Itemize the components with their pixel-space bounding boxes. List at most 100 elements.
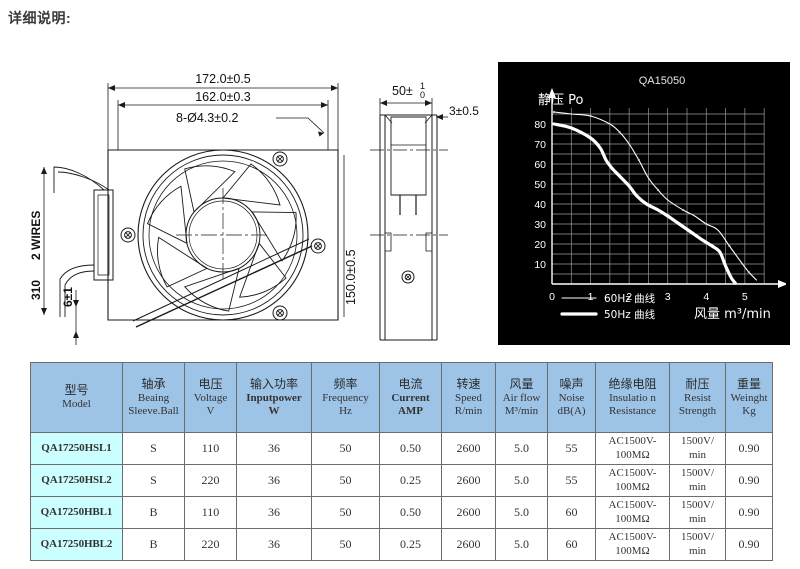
table-header-cell-5: 电流 Current AMP (379, 362, 442, 433)
y-tick-label: 30 (534, 219, 546, 231)
dim-wire-length: 310 (29, 280, 43, 300)
dim-width-inner: 162.0±0.3 (195, 90, 251, 104)
cell-power: 36 (236, 528, 312, 561)
chart-gridlines (552, 108, 765, 284)
dim-depth: 50± (392, 84, 413, 98)
cell-airflow: 5.0 (495, 464, 548, 497)
header-label-en: Voltage (193, 391, 228, 404)
cell-frequency: 50 (311, 528, 380, 561)
header-label-unit: Hz (339, 405, 352, 417)
cell-weight: 0.90 (725, 528, 773, 561)
cell-resist-strength: 1500V/min (669, 528, 726, 561)
y-tick-label: 10 (534, 259, 546, 271)
cell-speed: 2600 (441, 432, 496, 465)
table-row: QA17250HBL1 B 110 36 50 0.50 2600 5.0 60 AC1500V-… (30, 496, 773, 529)
header-label-unit: R/min (454, 405, 483, 417)
cell-resist-strength: 1500V/min (669, 464, 726, 497)
cell-current: 0.50 (379, 432, 442, 465)
x-tick-label: 4 (703, 291, 709, 303)
header-label-cn: 轴承 (141, 376, 166, 391)
x-tick-label: 5 (742, 291, 748, 303)
header-label-cn: 重量 (736, 376, 761, 391)
header-label-unit: Resistance (608, 405, 657, 417)
x-tick-label: 3 (665, 291, 671, 303)
cell-voltage: 110 (184, 432, 237, 465)
header-label-unit: AMP (397, 405, 424, 417)
header-label-en: Weinght (730, 391, 768, 404)
header-label-cn: 型号 (64, 383, 89, 398)
header-label-cn: 转速 (456, 376, 481, 391)
table-header-cell-1: 轴承 Beaing Sleeve.Ball (122, 362, 185, 433)
cell-airflow: 5.0 (495, 528, 548, 561)
y-tick-label: 20 (534, 239, 546, 251)
cell-insulation: AC1500V- 100MΩ (595, 432, 670, 465)
table-header-cell-6: 转速 Speed R/min (441, 362, 496, 433)
mechanical-drawing: 172.0±0.5 162.0±0.3 8-Ø4.3±0.2 (8, 55, 488, 345)
header-label-unit: Kg (742, 405, 756, 417)
cell-insulation: AC1500V- 100MΩ (595, 528, 670, 561)
dim-mounting-holes: 8-Ø4.3±0.2 (176, 111, 238, 125)
cell-power: 36 (236, 432, 312, 465)
header-label-cn: 绝缘电阻 (608, 376, 657, 391)
cell-insulation: AC1500V- 100MΩ (595, 496, 670, 529)
performance-chart: QA15050 静压 Po 风量 m³/min 10 20 30 40 50 60 70 80… (498, 62, 790, 345)
header-label-cn: 耐压 (685, 376, 710, 391)
table-header-cell-10: 耐压 Resist Strength (669, 362, 726, 433)
table-row: QA17250HSL1 S 110 36 50 0.50 2600 5.0 55 AC1500V-… (30, 432, 773, 465)
cell-noise: 60 (547, 496, 596, 529)
header-label-en: Model (62, 398, 91, 411)
cell-current: 0.25 (379, 528, 442, 561)
chart-series (552, 110, 757, 285)
table-row: QA17250HBL2 B 220 36 50 0.25 2600 5.0 60 AC1500V-… (30, 528, 773, 561)
table-header-row: 型号 Model 轴承 Beaing Sleeve.Ball 电压 Voltage V 输入功率… (30, 362, 773, 433)
header-label-unit: W (268, 405, 280, 417)
table-header-cell-7: 风量 Air flow M³/min (495, 362, 548, 433)
header-label-unit: M³/min (504, 405, 539, 417)
cell-weight: 0.90 (725, 432, 773, 465)
legend-item: 60Hz 曲线 (561, 292, 656, 305)
cell-weight: 0.90 (725, 464, 773, 497)
y-tick-label: 50 (534, 179, 546, 191)
cell-noise: 60 (547, 528, 596, 561)
x-tick-label: 0 (549, 291, 555, 303)
cell-current: 0.25 (379, 464, 442, 497)
table-row: QA17250HSL2 S 220 36 50 0.25 2600 5.0 55 AC1500V-… (30, 464, 773, 497)
cell-frequency: 50 (311, 496, 380, 529)
chart-legend: 60Hz 曲线 50Hz 曲线 (560, 292, 656, 321)
header-label-en: Current (391, 391, 430, 404)
cell-power: 36 (236, 464, 312, 497)
dim-depth-lower: 0 (420, 90, 425, 100)
header-label-en: Noise (558, 391, 585, 404)
table-body: QA17250HSL1 S 110 36 50 0.50 2600 5.0 55 AC1500V-… (30, 432, 773, 561)
y-tick-label: 40 (534, 199, 546, 211)
header-label-en: Beaing (137, 391, 170, 404)
cell-model: QA17250HBL2 (30, 528, 123, 561)
x-tick-label: 1 (588, 291, 594, 303)
cell-voltage: 110 (184, 496, 237, 529)
cell-speed: 2600 (441, 528, 496, 561)
dim-width-outer: 172.0±0.5 (195, 72, 251, 86)
chart-y-axis-label: 静压 Po (538, 93, 584, 108)
legend-item: 50Hz 曲线 (560, 308, 656, 321)
header-label-cn: 电压 (198, 376, 223, 391)
cell-noise: 55 (547, 464, 596, 497)
cell-bearing: B (122, 528, 185, 561)
cell-insulation: AC1500V- 100MΩ (595, 464, 670, 497)
header-label-cn: 电流 (398, 376, 423, 391)
chart-x-axis-label: 风量 m³/min (694, 307, 771, 322)
dim-height: 150.0±0.5 (344, 249, 358, 305)
header-label-cn: 频率 (333, 376, 358, 391)
table-header-cell-2: 电压 Voltage V (184, 362, 237, 433)
cell-model: QA17250HSL1 (30, 432, 123, 465)
cell-frequency: 50 (311, 464, 380, 497)
cell-power: 36 (236, 496, 312, 529)
cell-resist-strength: 1500V/min (669, 496, 726, 529)
cell-bearing: B (122, 496, 185, 529)
y-tick-label: 60 (534, 159, 546, 171)
table-header-cell-11: 重量 Weinght Kg (725, 362, 773, 433)
cell-noise: 55 (547, 432, 596, 465)
cell-bearing: S (122, 432, 185, 465)
dim-wire-gap: 6±1 (61, 287, 75, 307)
dim-flange: 3±0.5 (449, 104, 479, 118)
